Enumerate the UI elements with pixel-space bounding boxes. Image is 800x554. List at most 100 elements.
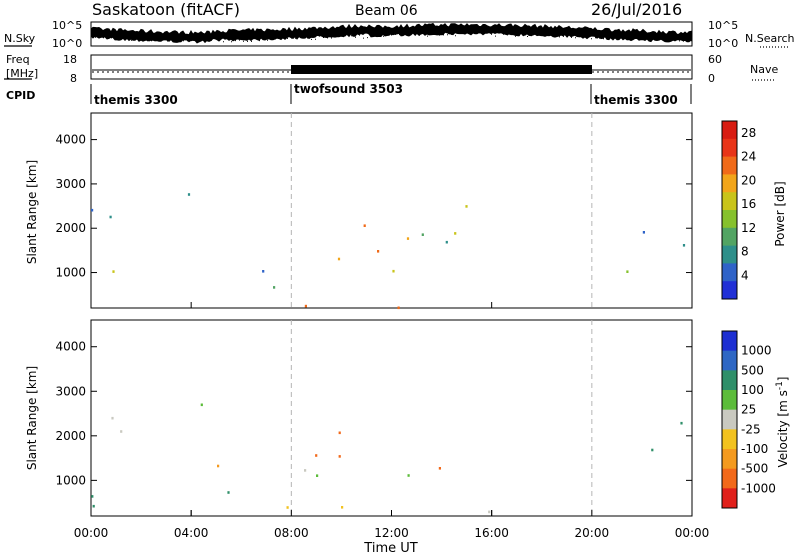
- power-colorbar-tick-4: 20: [741, 173, 756, 187]
- power-cell-4: [363, 224, 366, 227]
- velocity-colorbar-swatch: [722, 370, 737, 391]
- velocity-ytick-1: 2000: [55, 429, 86, 443]
- velocity-cell-4: [338, 431, 341, 435]
- noise-search-label: N.Search: [745, 32, 795, 45]
- cpid-label: CPID: [6, 89, 35, 102]
- cpid-segment-2: twofsound 3503: [294, 82, 403, 96]
- noise-right-bottom-tick: 10^0: [708, 37, 738, 50]
- power-colorbar-tick-5: 24: [741, 150, 756, 164]
- site-title: Saskatoon (fitACF): [92, 0, 240, 19]
- power-colorbar-swatch: [722, 192, 737, 211]
- beam-label: Beam 06: [355, 3, 418, 19]
- velocity-cell-3: [316, 474, 319, 477]
- velocity-colorbar-tick-6: -500: [741, 462, 768, 476]
- power-colorbar-tick-6: 28: [741, 126, 756, 140]
- power-colorbar-swatch: [722, 227, 737, 247]
- velocity-cell-7: [92, 504, 95, 508]
- power-cell-3: [262, 270, 265, 273]
- power-cell-8: [304, 304, 307, 308]
- velocity-ytick-0: 1000: [55, 473, 86, 487]
- power-cell-5: [421, 233, 424, 236]
- power-colorbar-swatch: [722, 210, 737, 229]
- velocity-colorbar-tick-0: 1000: [741, 344, 772, 358]
- power-cell-3: [273, 286, 276, 289]
- velocity-colorbar-tick-2: 100: [741, 383, 764, 397]
- power-ytick-3: 4000: [55, 133, 86, 147]
- cpid-panel: CPID themis 3300 twofsound 3503 themis 3…: [6, 82, 692, 107]
- power-colorbar-swatch: [722, 245, 737, 264]
- power-panel: 1000 2000 3000 4000 Slant Range [km] 4 8 12 16…: [25, 112, 787, 310]
- power-colorbar-swatch: [722, 263, 737, 282]
- power-cell-5: [454, 232, 457, 235]
- velocity-cell-4: [338, 455, 341, 458]
- power-colorbar-swatch: [722, 281, 737, 300]
- velocity-ytick-2: 3000: [55, 384, 86, 398]
- power-colorbar-label: Power [dB]: [773, 181, 787, 246]
- power-cell-4: [392, 269, 395, 273]
- velocity-cell-7: [91, 495, 94, 498]
- velocity-panel: 1000 2000 3000 4000 Slant Range [km] 1000 50…: [25, 319, 790, 517]
- velocity-colorbar-swatch: [722, 390, 737, 411]
- freq-top-tick: 18: [63, 53, 77, 66]
- velocity-colorbar-tick-4: -25: [741, 422, 761, 436]
- velocity-cell-8: [341, 506, 344, 509]
- power-cell-4: [377, 250, 380, 253]
- velocity-frame: [90, 319, 693, 517]
- power-cell-1: [112, 270, 115, 273]
- x-tick-2: 08:00: [274, 526, 309, 540]
- x-axis-label: Time UT: [363, 541, 417, 554]
- power-cell-6: [682, 244, 686, 247]
- power-cell-4: [337, 257, 341, 261]
- velocity-colorbar-swatch: [722, 449, 737, 470]
- power-colorbar-tick-3: 16: [741, 197, 756, 211]
- velocity-colorbar-tick-1: 500: [741, 363, 764, 377]
- power-ytick-0: 1000: [55, 266, 86, 280]
- freq-bottom-tick: 8: [70, 72, 77, 85]
- velocity-cell-3: [304, 469, 307, 472]
- velocity-cell-8: [286, 506, 289, 509]
- velocity-colorbar-swatch: [722, 488, 737, 509]
- power-colorbar-tick-2: 12: [741, 221, 756, 235]
- nave-top-tick: 60: [708, 53, 722, 66]
- noise-sky-label: N.Sky: [4, 32, 36, 45]
- x-tick-3: 12:00: [374, 526, 409, 540]
- velocity-cell-5: [315, 454, 318, 457]
- velocity-cell-6: [680, 421, 683, 425]
- velocity-cell-8: [488, 510, 491, 514]
- freq-panel: Freq [MHz] 18 8 60 0 Nave: [4, 53, 778, 85]
- power-colorbar-tick-0: 4: [741, 268, 749, 282]
- power-colorbar-swatch: [722, 156, 737, 175]
- noise-panel: N.Sky 10^5 10^0 10^5 10^0 N.Search: [4, 19, 795, 50]
- power-colorbar-swatch: [722, 138, 737, 158]
- velocity-colorbar-tick-3: 25: [741, 403, 756, 417]
- power-frame: [90, 112, 693, 309]
- velocity-cell-7: [227, 491, 230, 494]
- power-cell-8: [397, 306, 400, 310]
- power-cell-6: [642, 231, 645, 234]
- velocity-colorbar-swatch: [722, 331, 737, 352]
- x-tick-6: 00:00: [675, 526, 710, 540]
- velocity-colorbar-swatch: [722, 350, 737, 371]
- velocity-cell-0: [111, 416, 114, 420]
- velocity-colorbar-tick-7: -1000: [741, 481, 776, 495]
- power-echoes: [91, 193, 686, 310]
- velocity-colorbar-label: Velocity [m s-1]: [775, 377, 790, 468]
- power-colorbar: 4 8 12 16 20 24 28: [721, 120, 756, 300]
- cpid-segment-3: themis 3300: [594, 93, 678, 107]
- power-cell-5: [465, 205, 468, 208]
- velocity-cell-4: [438, 467, 441, 470]
- velocity-echoes: [91, 403, 683, 514]
- power-cell-5: [445, 240, 448, 244]
- velocity-cell-6: [651, 448, 654, 452]
- power-colorbar-tick-1: 8: [741, 245, 749, 259]
- power-cell-4: [406, 237, 410, 240]
- velocity-ylabel: Slant Range [km]: [25, 366, 39, 470]
- velocity-colorbar: 1000 500 100 25 -25 -100 -500 -1000: [721, 330, 776, 509]
- freq-label: Freq: [6, 53, 30, 66]
- power-cell-0: [109, 215, 112, 219]
- velocity-colorbar-swatch: [722, 468, 737, 489]
- nave-label: Nave: [750, 63, 778, 76]
- noise-search-dots: [91, 31, 692, 43]
- power-ylabel: Slant Range [km]: [25, 160, 39, 264]
